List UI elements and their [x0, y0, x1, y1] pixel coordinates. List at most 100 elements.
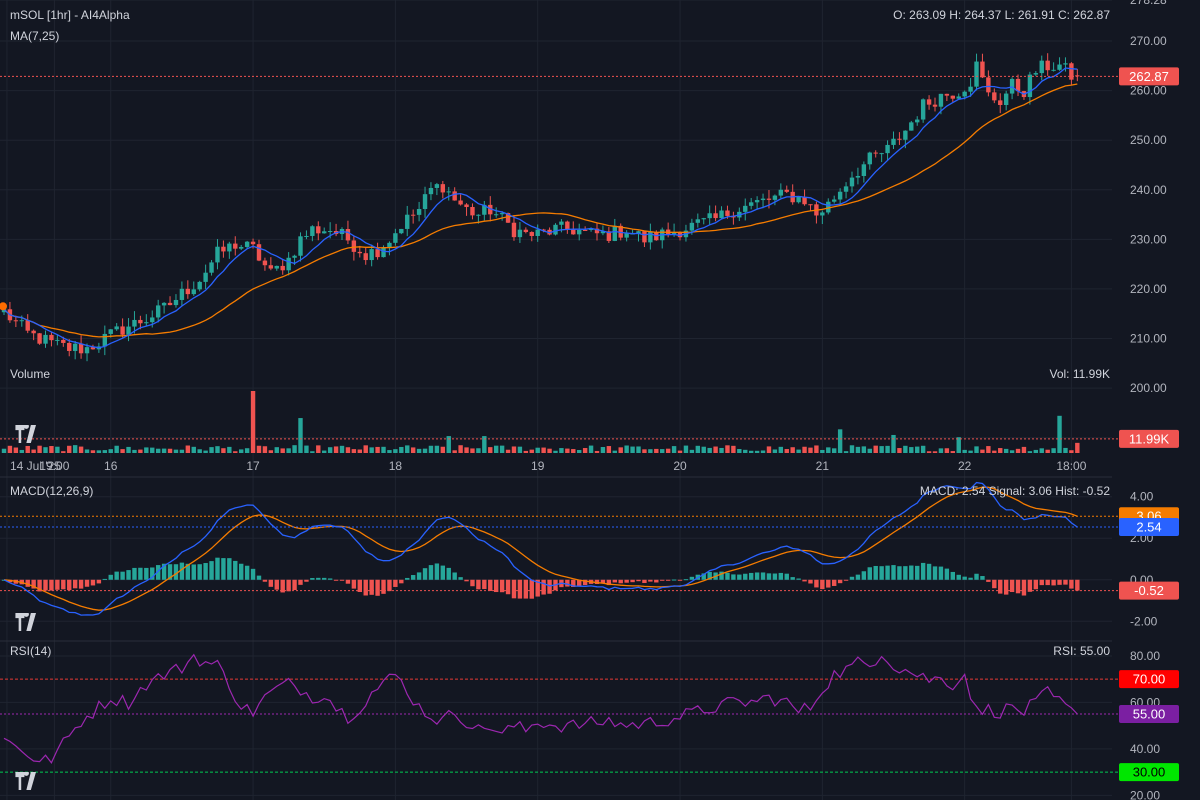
macd-hist-bar	[547, 579, 552, 594]
candle-body	[72, 343, 78, 351]
candle-body	[19, 320, 24, 322]
volume-bar	[624, 445, 629, 453]
candle-body	[310, 226, 315, 236]
candle-body	[488, 204, 493, 215]
macd-hist-bar	[298, 579, 303, 585]
candle-body	[416, 208, 422, 215]
macd-hist-bar	[517, 579, 523, 599]
macd-hist-badge-bg	[1119, 581, 1179, 600]
macd-hist-bar	[399, 579, 404, 584]
volume-bar	[363, 445, 368, 453]
macd-hist-bar	[861, 571, 867, 580]
candle-body	[606, 231, 612, 241]
volume-bar	[499, 445, 505, 453]
volume-bar	[268, 450, 274, 453]
time-tick-label: 18	[389, 459, 403, 473]
candle-body	[725, 210, 730, 216]
candle-body	[221, 246, 226, 252]
volume-bar	[1015, 448, 1021, 453]
candle-body	[345, 228, 351, 241]
price-tick-label: 240.00	[1130, 183, 1167, 197]
volume-bar	[1051, 448, 1056, 453]
volume-bar	[108, 449, 113, 453]
volume-bar	[155, 448, 161, 453]
macd-hist-bar	[120, 571, 125, 580]
rsi-value-badge: 55.00	[1119, 705, 1179, 724]
candle-body	[517, 229, 523, 238]
candle-body	[25, 320, 30, 331]
rsi-upper-badge: 70.00	[1119, 670, 1179, 689]
volume-bar	[345, 447, 351, 453]
candle-body	[90, 347, 96, 350]
macd-hist-bar	[416, 572, 422, 580]
price-badge: 262.87	[1119, 67, 1179, 86]
candle-body	[179, 288, 185, 300]
candle-body	[571, 229, 576, 235]
macd-tick-label: -2.00	[1130, 614, 1158, 628]
candle-body	[322, 231, 327, 234]
macd-value-badge: 2.54	[1119, 518, 1179, 537]
macd-hist-bar	[642, 579, 647, 583]
price-tick-label: 220.00	[1130, 282, 1167, 296]
candle-body	[185, 288, 191, 295]
volume-bar	[754, 450, 760, 453]
volume-bar	[144, 447, 149, 453]
macd-hist-bar	[381, 579, 386, 594]
candle-body	[440, 184, 446, 193]
candle-body	[298, 236, 303, 256]
volume-bar	[559, 448, 564, 453]
volume-bar	[31, 449, 36, 453]
candle-body	[565, 221, 570, 230]
candle-body	[808, 204, 813, 206]
macd-hist-bar	[677, 579, 683, 581]
candle-body	[897, 138, 902, 140]
grid-lines	[0, 0, 1112, 800]
candle-body	[49, 334, 54, 341]
volume-bar	[600, 447, 606, 453]
candle-body	[1033, 73, 1039, 75]
macd-hist-bar	[375, 579, 380, 596]
macd-hist-bar	[203, 563, 208, 580]
macd-hist-bar	[962, 576, 967, 580]
volume-bar	[547, 448, 552, 453]
macd-hist-bar	[511, 579, 517, 599]
volume-bar	[665, 448, 671, 453]
macd-hist-bar	[244, 565, 250, 580]
volume-bar	[772, 449, 778, 453]
candle-body	[689, 222, 695, 231]
volume-bar	[505, 449, 511, 453]
volume-bar	[55, 446, 60, 453]
volume-bar	[114, 445, 119, 453]
macd-hist-bar	[292, 579, 297, 591]
macd-hist-bar	[837, 579, 843, 584]
volume-bar	[915, 446, 920, 453]
macd-hist-bar	[155, 565, 161, 580]
candle-body	[161, 302, 167, 306]
macd-hist-bar	[55, 579, 60, 590]
candle-body	[772, 195, 778, 200]
macd-hist-bar	[150, 567, 155, 580]
macd-line	[3, 481, 1078, 616]
macd-hist-bar	[654, 579, 659, 583]
macd-hist-bar	[920, 562, 926, 580]
macd-tick-label: 4.00	[1130, 490, 1154, 504]
macd-hist-bar	[37, 579, 42, 592]
price-axis: 278.28 270.00 260.00 250.00 240.00 230.00 220.…	[1130, 0, 1167, 445]
macd-hist-bar	[482, 579, 487, 590]
macd-hist-bar	[102, 578, 108, 580]
macd-hist-bar	[796, 578, 801, 580]
candle-body	[167, 302, 173, 306]
macd-hist-bar	[974, 573, 979, 580]
macd-hist-bar	[885, 565, 890, 580]
macd-hist-bar	[132, 567, 137, 580]
volume-bar	[375, 446, 380, 453]
macd-hist-bar	[464, 579, 469, 582]
candles	[1, 53, 1080, 362]
macd-hist-bar	[49, 579, 54, 591]
macd-hist-badge: -0.52	[1119, 581, 1179, 600]
candle-body	[155, 305, 161, 318]
volume-bar	[1003, 448, 1009, 453]
macd-value-badge-bg	[1119, 518, 1179, 537]
macd-hist-bar	[826, 579, 831, 588]
volume-bar	[582, 448, 588, 453]
